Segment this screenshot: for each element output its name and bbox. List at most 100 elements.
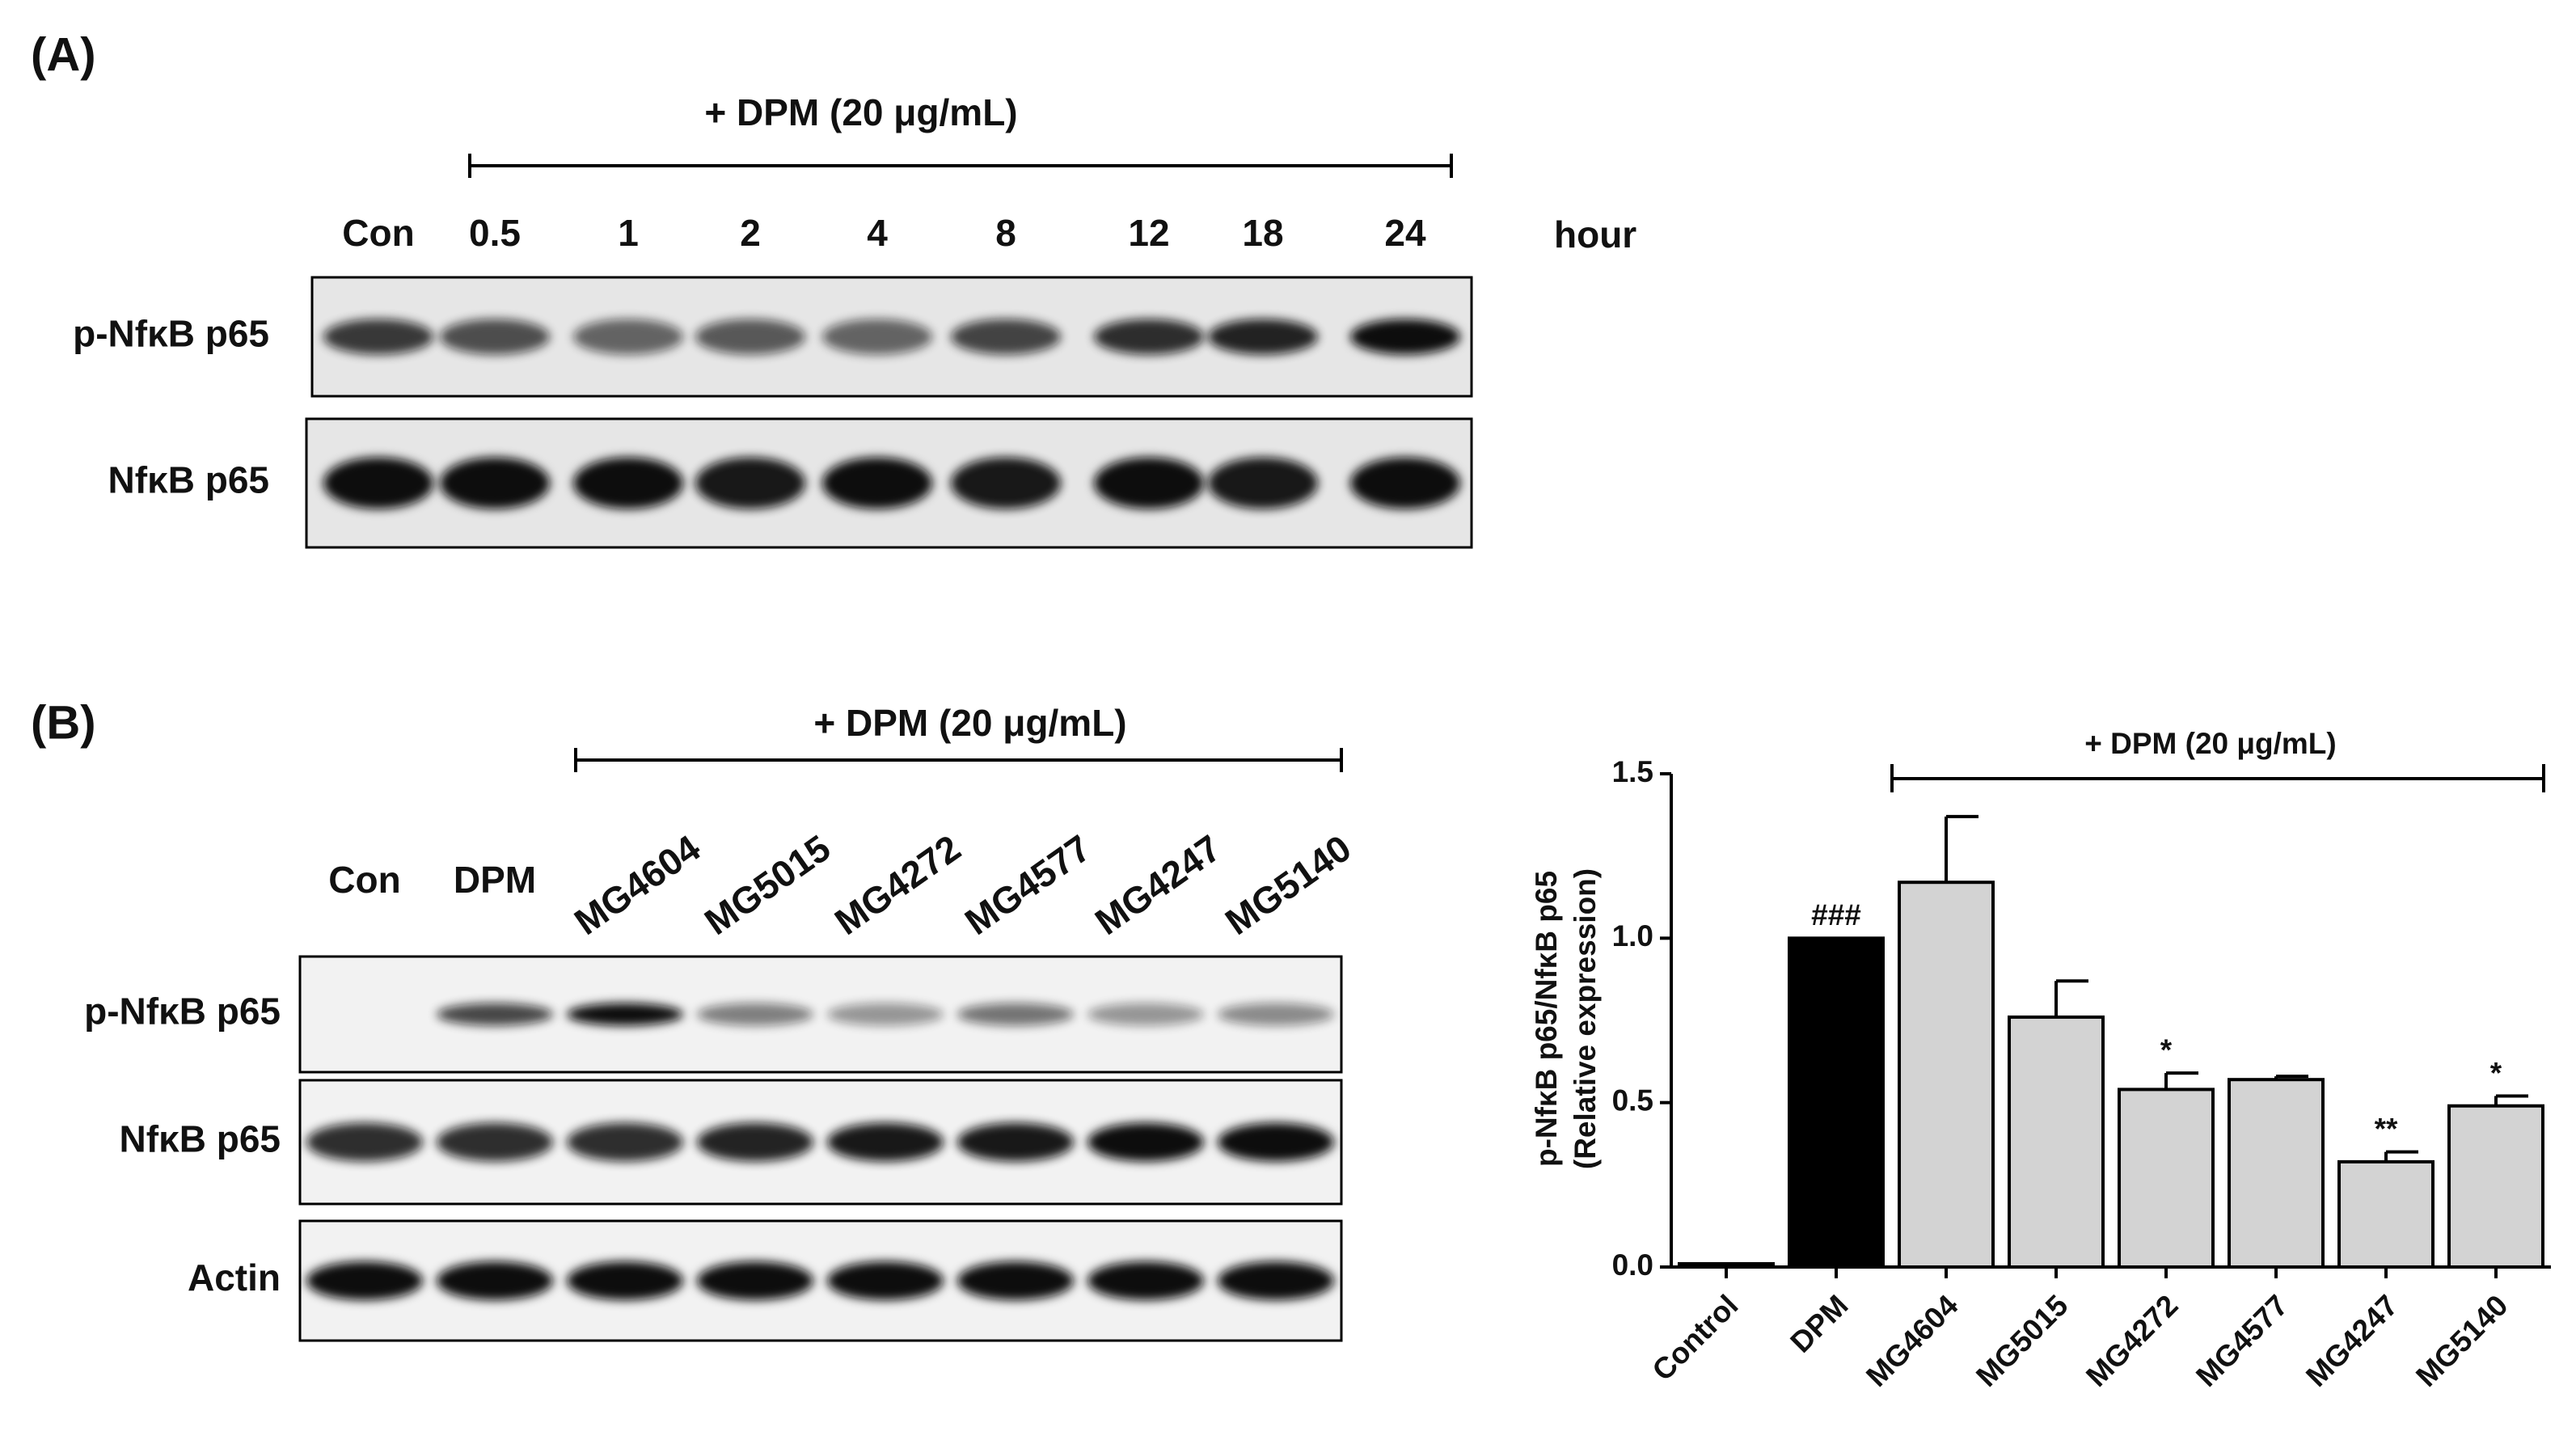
bar xyxy=(2118,1088,2215,1269)
bracket xyxy=(574,748,1343,772)
significance-label: ### xyxy=(1811,898,1861,931)
lane-label: MG4577 xyxy=(957,826,1098,943)
row-label: p-NfκB p65 xyxy=(84,990,281,1033)
band xyxy=(1208,319,1318,355)
band xyxy=(306,1261,423,1300)
y-tick-label: 0.5 xyxy=(1612,1083,1653,1117)
x-tick-label: MG5015 xyxy=(1970,1289,2074,1393)
lane-label: DPM xyxy=(454,859,536,901)
lane-label: MG5015 xyxy=(697,826,838,943)
band xyxy=(1218,1003,1334,1026)
band xyxy=(437,1122,553,1162)
band xyxy=(1087,1261,1204,1300)
lane-label: MG4247 xyxy=(1087,826,1228,943)
band xyxy=(1087,1003,1204,1026)
band xyxy=(827,1003,944,1026)
bar-chart: p-NfκB p65/NfκB p65 (Relative expression… xyxy=(1530,727,2551,1393)
band xyxy=(1087,1122,1204,1162)
lane-label: MG4272 xyxy=(827,826,968,943)
y-tick-label: 0.0 xyxy=(1612,1248,1653,1282)
band xyxy=(1350,319,1460,355)
bracket xyxy=(468,154,1453,178)
error-bar xyxy=(2274,1075,2308,1080)
panel-label: (B) xyxy=(31,696,96,749)
lane-label: 1 xyxy=(618,212,639,254)
bar xyxy=(2447,1104,2544,1269)
significance-label: * xyxy=(2490,1056,2502,1089)
treatment-label: + DPM (20 μg/mL) xyxy=(704,91,1017,133)
band xyxy=(695,319,805,355)
significance-label: * xyxy=(2160,1033,2173,1066)
bracket xyxy=(1890,764,2545,792)
band xyxy=(567,1003,683,1026)
error-bar xyxy=(2384,1150,2418,1162)
y-axis-label: p-NfκB p65/NfκB p65 xyxy=(1530,871,1563,1167)
band xyxy=(567,1261,683,1300)
band xyxy=(437,1261,553,1300)
band xyxy=(957,1261,1074,1300)
treatment-label: + DPM (20 μg/mL) xyxy=(813,702,1126,744)
lane-label: 0.5 xyxy=(469,212,521,254)
y-tick-label: 1.5 xyxy=(1612,755,1653,788)
x-tick-label: MG4272 xyxy=(2080,1289,2184,1393)
x-tick-label: MG4247 xyxy=(2299,1289,2404,1393)
lane-label: 24 xyxy=(1384,212,1426,254)
lane-label: Con xyxy=(342,212,414,254)
band xyxy=(957,1122,1074,1162)
band xyxy=(306,1122,423,1162)
lane-label: Con xyxy=(328,859,400,901)
band xyxy=(323,319,433,355)
band xyxy=(697,1261,813,1300)
band xyxy=(827,1261,944,1300)
bar xyxy=(2008,1015,2105,1269)
panel-b-blots: Con DPM MG4604MG5015MG4272MG4577MG4247MG51… xyxy=(84,826,1358,1342)
error-bar xyxy=(1945,814,1978,883)
panel-label: (A) xyxy=(31,28,96,81)
bar xyxy=(2337,1159,2435,1269)
lane-label: 18 xyxy=(1242,212,1283,254)
row-label: Actin xyxy=(188,1256,281,1299)
band xyxy=(695,457,805,509)
lane-label: 4 xyxy=(867,212,888,254)
band xyxy=(1350,457,1460,509)
bracket-label: + DPM (20 μg/mL) xyxy=(2084,727,2336,760)
band xyxy=(697,1003,813,1026)
band xyxy=(1208,457,1318,509)
significance-label: ** xyxy=(2375,1112,2398,1145)
band xyxy=(951,319,1061,355)
row-label: p-NfκB p65 xyxy=(73,313,269,355)
band xyxy=(440,457,550,509)
band xyxy=(440,319,550,355)
band xyxy=(697,1122,813,1162)
lane-label: 8 xyxy=(995,212,1016,254)
x-tick-label: DPM xyxy=(1784,1289,1854,1359)
bar xyxy=(2228,1078,2325,1269)
band xyxy=(323,457,433,509)
band xyxy=(1094,319,1204,355)
band xyxy=(957,1003,1074,1026)
row-label: NfκB p65 xyxy=(120,1118,281,1160)
error-bar xyxy=(2164,1071,2198,1090)
band xyxy=(1218,1261,1334,1300)
y-tick-label: 1.0 xyxy=(1612,919,1653,952)
error-bar xyxy=(2494,1094,2528,1106)
band xyxy=(573,319,683,355)
lane-label: MG5140 xyxy=(1218,826,1358,943)
band xyxy=(1218,1122,1334,1162)
x-tick-label: Control xyxy=(1646,1289,1745,1387)
bar xyxy=(1788,936,1885,1269)
band xyxy=(437,1003,553,1026)
y-axis-label: (Relative expression) xyxy=(1569,868,1602,1169)
band xyxy=(827,1122,944,1162)
band xyxy=(567,1122,683,1162)
lane-label: 12 xyxy=(1128,212,1169,254)
x-tick-label: MG4577 xyxy=(2190,1289,2294,1393)
x-tick-label: MG5140 xyxy=(2409,1289,2514,1393)
x-tick-label: MG4604 xyxy=(1860,1288,1965,1393)
band xyxy=(822,319,932,355)
band xyxy=(951,457,1061,509)
lane-label: 2 xyxy=(740,212,761,254)
